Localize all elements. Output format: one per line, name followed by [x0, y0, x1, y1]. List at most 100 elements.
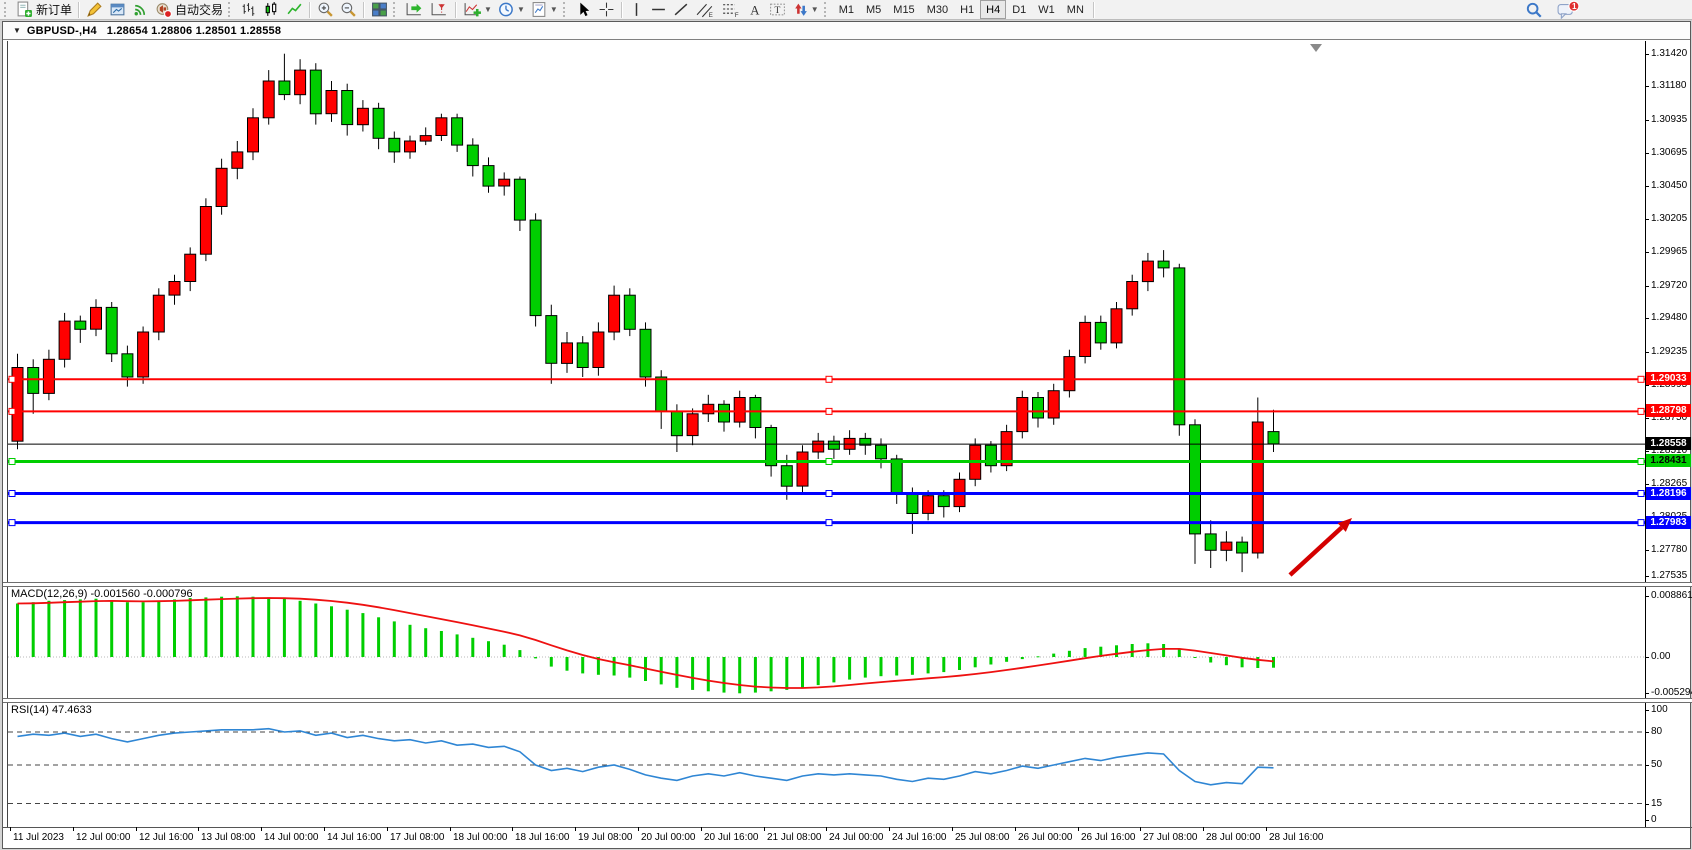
tab-timeframe-W1[interactable]: W1 — [1038, 3, 1055, 16]
signals-button[interactable] — [129, 1, 152, 19]
time-tick-label: 26 Jul 00:00 — [1018, 832, 1073, 843]
fibonacci-button[interactable]: F — [718, 1, 743, 19]
macd-histogram-bar — [769, 657, 773, 692]
search-icon — [1525, 1, 1543, 19]
line-handle[interactable] — [825, 407, 833, 415]
text-button[interactable]: A — [743, 1, 766, 19]
line-handle[interactable] — [8, 407, 16, 415]
price-chart-canvas[interactable] — [8, 41, 1645, 582]
macd-histogram-bar — [706, 657, 710, 692]
time-tick-label: 27 Jul 08:00 — [1143, 832, 1198, 843]
equidistant-channel-button[interactable]: E — [693, 1, 718, 19]
toolbar-grip[interactable] — [393, 2, 398, 17]
line-handle[interactable] — [8, 490, 16, 497]
time-tick-mark — [826, 827, 827, 831]
auto-scroll-button[interactable] — [402, 1, 427, 19]
toolbar-grip[interactable] — [4, 2, 9, 17]
line-handle[interactable] — [1637, 490, 1645, 497]
vertical-line-button[interactable] — [626, 1, 647, 19]
line-chart-button[interactable] — [283, 1, 306, 19]
horizontal-line-button[interactable] — [647, 1, 670, 19]
annotation-arrow-shaft[interactable] — [1288, 525, 1344, 577]
tab-timeframe-M5[interactable]: M5 — [866, 3, 882, 16]
macd-values: -0.001560 -0.000796 — [90, 588, 193, 600]
time-tick-label: 17 Jul 08:00 — [390, 832, 445, 843]
price-tick-mark — [1645, 451, 1649, 452]
notification-badge: 1 — [1572, 2, 1577, 11]
bar-chart-button[interactable] — [237, 1, 260, 19]
search-button[interactable] — [1522, 1, 1546, 19]
candle-body — [341, 90, 354, 126]
rsi-canvas[interactable] — [8, 702, 1645, 827]
line-handle[interactable] — [825, 519, 833, 527]
price-tick-label: 1.28750 — [1651, 412, 1688, 423]
time-tick-label: 26 Jul 16:00 — [1081, 832, 1136, 843]
cursor-button[interactable] — [572, 1, 595, 19]
notifications-button[interactable]: 1 — [1554, 0, 1584, 20]
toolbar-grip[interactable] — [823, 2, 829, 17]
new-chart-button[interactable] — [106, 1, 129, 19]
indicators-button[interactable]: ▼ — [460, 1, 495, 19]
crosshair-button[interactable] — [595, 1, 618, 19]
zoom-out-button[interactable] — [337, 1, 360, 19]
autotrading-button[interactable]: 自动交易 — [152, 1, 226, 19]
chart-shift-button[interactable] — [427, 1, 452, 19]
chart-shift-marker[interactable] — [1310, 44, 1322, 52]
zoom-out-icon — [340, 1, 357, 18]
time-tick-mark — [10, 827, 11, 831]
line-handle[interactable] — [825, 490, 833, 497]
time-tick-mark — [387, 827, 388, 831]
line-handle[interactable] — [825, 375, 833, 383]
timeframe-group: M1 M5 M15 M30 H1 H4 D1 W1 MN — [833, 0, 1090, 19]
tab-timeframe-M1[interactable]: M1 — [838, 3, 854, 16]
tab-timeframe-M30[interactable]: M30 — [926, 3, 949, 16]
periods-button[interactable]: ▼ — [495, 1, 528, 19]
arrows-button[interactable]: ▼ — [789, 1, 822, 19]
time-tick-label: 12 Jul 16:00 — [139, 832, 194, 843]
price-tick-mark — [1645, 86, 1649, 87]
annotation-arrow-head[interactable] — [1337, 518, 1352, 532]
new-order-button[interactable]: 新订单 — [13, 1, 75, 19]
panel-splitter-rsi[interactable] — [3, 698, 1692, 703]
macd-canvas[interactable] — [8, 586, 1645, 698]
tab-timeframe-M15[interactable]: M15 — [893, 3, 915, 16]
macd-histogram-bar — [188, 598, 192, 657]
trendline-button[interactable] — [670, 1, 693, 19]
candle-body — [937, 495, 950, 508]
line-handle[interactable] — [8, 519, 16, 527]
macd-histogram-bar — [801, 657, 804, 688]
line-handle[interactable] — [8, 375, 16, 383]
line-handle[interactable] — [1637, 519, 1645, 527]
tile-windows-button[interactable] — [368, 1, 391, 19]
tab-timeframe-H1[interactable]: H1 — [960, 3, 975, 16]
chart-menu-caret-icon[interactable]: ▼ — [13, 26, 21, 35]
candlestick-chart-button[interactable] — [260, 1, 283, 19]
tab-timeframe-H4[interactable]: H4 — [980, 0, 1007, 19]
zoom-in-button[interactable] — [314, 1, 337, 19]
tab-timeframe-D1[interactable]: D1 — [1012, 3, 1027, 16]
time-tick-label: 11 Jul 2023 — [13, 832, 64, 843]
metaeditor-button[interactable] — [83, 1, 106, 19]
templates-button[interactable]: ▼ — [528, 1, 561, 19]
toolbar-grip[interactable] — [228, 2, 233, 17]
candle-body — [592, 331, 605, 368]
chart-titlebar[interactable]: ▼ GBPUSD-,H4 1.28654 1.28806 1.28501 1.2… — [3, 22, 1690, 40]
candle-body — [796, 451, 809, 487]
line-handle[interactable] — [1637, 407, 1645, 415]
line-handle[interactable] — [1637, 458, 1645, 465]
time-tick-label: 18 Jul 16:00 — [515, 832, 570, 843]
line-handle[interactable] — [825, 458, 833, 465]
macd-histogram-bar — [31, 602, 35, 657]
time-tick-mark — [324, 827, 325, 831]
text-label-button[interactable]: T — [766, 1, 789, 19]
toolbar-right-group: 1 — [1522, 0, 1584, 20]
price-tick-label: 1.30935 — [1651, 114, 1688, 125]
macd-histogram-bar — [1209, 657, 1213, 663]
toolbar-grip[interactable] — [562, 2, 568, 17]
line-handle[interactable] — [8, 458, 16, 465]
line-handle[interactable] — [1637, 375, 1645, 383]
tab-timeframe-MN[interactable]: MN — [1066, 3, 1084, 16]
candle-body — [1047, 390, 1060, 419]
candle-body — [906, 492, 919, 514]
panel-splitter-macd[interactable] — [3, 582, 1692, 587]
